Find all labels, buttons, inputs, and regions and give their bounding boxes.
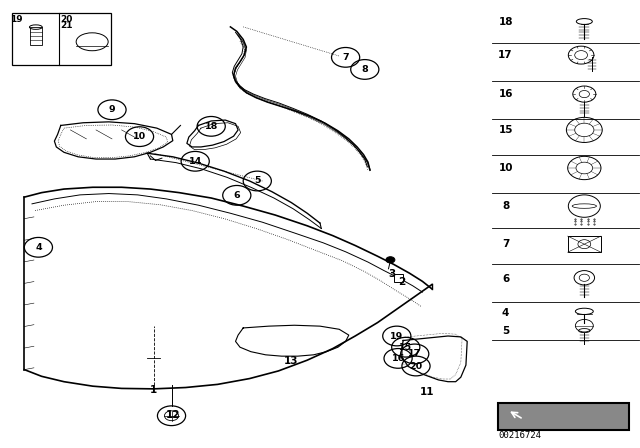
Bar <box>30 27 42 45</box>
Text: 6: 6 <box>502 274 509 284</box>
Text: 7: 7 <box>342 53 349 62</box>
Text: 18: 18 <box>499 17 513 26</box>
Text: 19: 19 <box>10 15 23 24</box>
Text: 4: 4 <box>502 308 509 318</box>
Text: 5: 5 <box>502 326 509 336</box>
Text: 15: 15 <box>499 125 513 135</box>
Text: 14: 14 <box>189 157 202 166</box>
Text: 12: 12 <box>166 410 180 420</box>
Text: 16: 16 <box>499 89 513 99</box>
Text: 10: 10 <box>133 132 146 141</box>
Text: 3: 3 <box>388 269 396 279</box>
Text: 10: 10 <box>499 163 513 173</box>
Text: 19: 19 <box>390 332 403 340</box>
Text: 8: 8 <box>362 65 368 74</box>
Text: 20: 20 <box>60 15 73 24</box>
Text: 4: 4 <box>35 243 42 252</box>
Text: 2: 2 <box>398 277 406 287</box>
Text: 17: 17 <box>408 349 421 358</box>
Text: 18: 18 <box>205 122 218 131</box>
Bar <box>568 236 601 252</box>
Text: 17: 17 <box>499 50 513 60</box>
Text: 16: 16 <box>392 354 404 363</box>
Text: 9: 9 <box>109 105 115 114</box>
Text: 8: 8 <box>502 201 509 211</box>
Text: 1: 1 <box>150 385 157 395</box>
Text: 21: 21 <box>60 22 73 30</box>
Bar <box>12 13 111 65</box>
Text: 6: 6 <box>234 191 240 200</box>
FancyBboxPatch shape <box>498 403 629 430</box>
Text: 15: 15 <box>399 343 412 352</box>
Text: 00216724: 00216724 <box>498 431 541 440</box>
Text: 11: 11 <box>420 387 435 397</box>
Text: 20: 20 <box>410 362 422 370</box>
Text: 13: 13 <box>284 356 298 366</box>
FancyBboxPatch shape <box>394 274 403 282</box>
Text: 5: 5 <box>254 177 260 185</box>
Circle shape <box>386 257 395 263</box>
Text: 7: 7 <box>502 239 509 249</box>
